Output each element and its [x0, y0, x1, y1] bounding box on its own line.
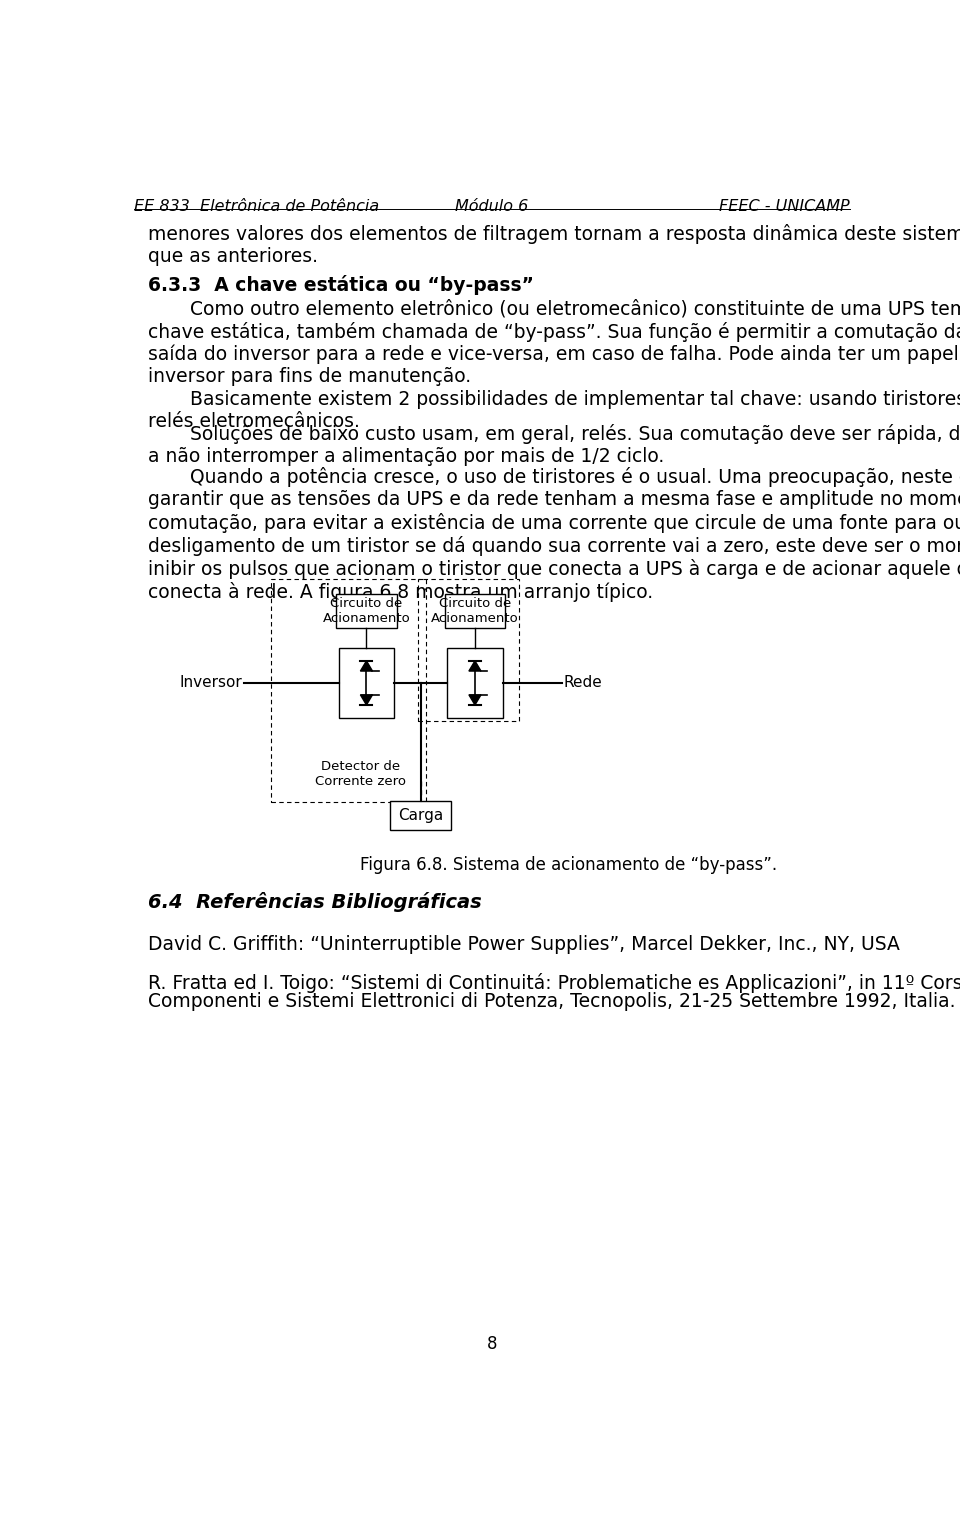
- Text: Como outro elemento eletrônico (ou eletromecânico) constituinte de uma UPS tem-s: Como outro elemento eletrônico (ou eletr…: [148, 299, 960, 386]
- Text: Circuito de
Acionamento: Circuito de Acionamento: [431, 598, 518, 625]
- Text: FEEC - UNICAMP: FEEC - UNICAMP: [719, 199, 850, 215]
- Text: EE 833  Eletrônica de Potência: EE 833 Eletrônica de Potência: [134, 199, 379, 215]
- Text: Componenti e Sistemi Elettronici di Potenza, Tecnopolis, 21-25 Settembre 1992, I: Componenti e Sistemi Elettronici di Pote…: [148, 992, 955, 1012]
- Bar: [447, 647, 503, 719]
- Bar: [339, 647, 395, 719]
- Text: Módulo 6: Módulo 6: [455, 199, 529, 215]
- Text: 6.3.3  A chave estática ou “by-pass”: 6.3.3 A chave estática ou “by-pass”: [148, 274, 534, 294]
- Text: Inversor: Inversor: [180, 676, 243, 690]
- Text: Detector de
Corrente zero: Detector de Corrente zero: [315, 760, 406, 788]
- Polygon shape: [360, 694, 372, 705]
- Text: Quando a potência cresce, o uso de tiristores é o usual. Uma preocupação, neste : Quando a potência cresce, o uso de tiris…: [148, 468, 960, 602]
- Text: 6.4  Referências Bibliográficas: 6.4 Referências Bibliográficas: [148, 892, 482, 912]
- Text: Basicamente existem 2 possibilidades de implementar tal chave: usando tiristores: Basicamente existem 2 possibilidades de …: [148, 391, 960, 431]
- Polygon shape: [468, 661, 481, 671]
- Text: Figura 6.8. Sistema de acionamento de “by-pass”.: Figura 6.8. Sistema de acionamento de “b…: [360, 855, 778, 874]
- Text: 8: 8: [487, 1335, 497, 1354]
- Text: R. Fratta ed I. Toigo: “Sistemi di Continuitá: Problematiche es Applicazioni”, i: R. Fratta ed I. Toigo: “Sistemi di Conti…: [148, 973, 960, 993]
- Text: Carga: Carga: [398, 808, 444, 823]
- Text: menores valores dos elementos de filtragem tornam a resposta dinâmica deste sist: menores valores dos elementos de filtrag…: [148, 224, 960, 267]
- Bar: [419, 578, 519, 721]
- Polygon shape: [468, 694, 481, 705]
- Bar: [444, 595, 505, 629]
- Text: Circuito de
Acionamento: Circuito de Acionamento: [323, 598, 410, 625]
- Bar: [391, 800, 451, 829]
- Polygon shape: [360, 661, 372, 671]
- Bar: [271, 579, 426, 802]
- Text: Rede: Rede: [564, 676, 602, 690]
- Bar: [336, 595, 396, 629]
- Text: David C. Griffith: “Uninterruptible Power Supplies”, Marcel Dekker, Inc., NY, US: David C. Griffith: “Uninterruptible Powe…: [148, 935, 900, 954]
- Text: Soluções de baixo custo usam, em geral, relés. Sua comutação deve ser rápida, de: Soluções de baixo custo usam, em geral, …: [148, 425, 960, 466]
